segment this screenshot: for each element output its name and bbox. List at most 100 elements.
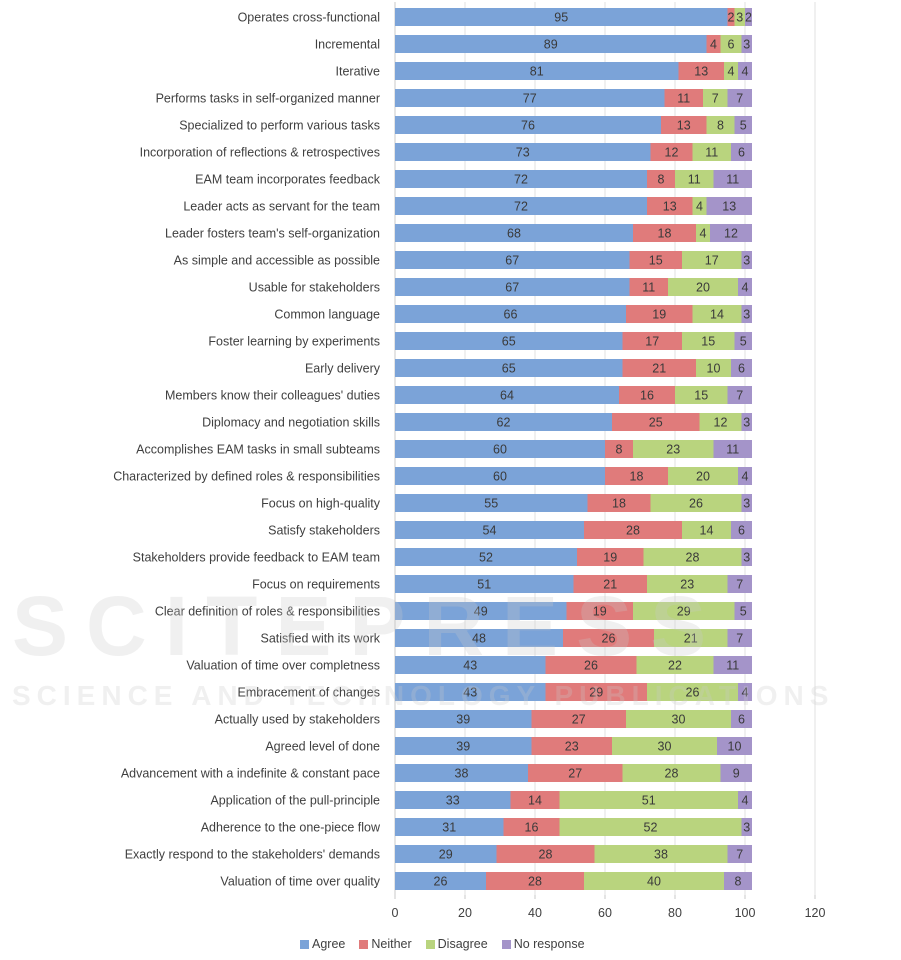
bar-segment-no-response bbox=[745, 8, 752, 26]
bar-segment-disagree bbox=[633, 602, 735, 620]
category-label: Focus on requirements bbox=[252, 578, 380, 592]
bar-segment-disagree bbox=[559, 791, 738, 809]
bar-segment-neither bbox=[605, 467, 668, 485]
bar-segment-agree bbox=[395, 305, 626, 323]
bar-segment-neither bbox=[587, 494, 651, 512]
category-label: Application of the pull-principle bbox=[210, 794, 380, 808]
bar-segment-agree bbox=[395, 683, 546, 701]
data-label: 76 bbox=[521, 119, 535, 133]
data-label: 28 bbox=[539, 848, 553, 862]
bar-segment-no-response bbox=[741, 251, 752, 269]
data-label: 72 bbox=[514, 200, 528, 214]
bar-segment-disagree bbox=[650, 494, 742, 512]
legend-label-disagree: Disagree bbox=[437, 937, 488, 951]
bar-segment-no-response bbox=[724, 872, 752, 890]
value-labels: 95 2 3 289 4 6 381 13 4 477 11 7 776 13 8 573 12 11 672 8 11… bbox=[434, 11, 752, 889]
data-label: 68 bbox=[507, 227, 521, 241]
data-label: 40 bbox=[647, 875, 661, 889]
data-label: 49 bbox=[474, 605, 488, 619]
bar-segment-no-response bbox=[717, 737, 752, 755]
bar-segment-agree bbox=[395, 413, 612, 431]
bar-segment-neither bbox=[531, 710, 626, 728]
x-tick-label: 0 bbox=[392, 906, 399, 920]
bar-segment-disagree bbox=[699, 413, 742, 431]
bar-segment-neither bbox=[678, 62, 724, 80]
data-label: 4 bbox=[742, 686, 749, 700]
bar-segment-agree bbox=[395, 737, 532, 755]
bar-segment-neither bbox=[647, 170, 675, 188]
bar-segment-neither bbox=[545, 683, 647, 701]
data-label: 31 bbox=[442, 821, 456, 835]
bar-segment-agree bbox=[395, 629, 563, 647]
category-labels: Operates cross-functional Incremental Iter… bbox=[113, 11, 381, 889]
data-label: 26 bbox=[689, 497, 703, 511]
data-label: 11 bbox=[642, 281, 655, 295]
legend-label-neither: Neither bbox=[371, 937, 412, 951]
data-label: 11 bbox=[705, 146, 718, 160]
bar-segment-neither bbox=[622, 332, 682, 350]
bar-segment-neither bbox=[619, 386, 675, 404]
category-label: Performs tasks in self-organized manner bbox=[156, 92, 380, 106]
bar-segment-neither bbox=[510, 791, 560, 809]
bar-segment-agree bbox=[395, 35, 707, 53]
bar-segment-disagree bbox=[636, 656, 714, 674]
data-label: 21 bbox=[603, 578, 617, 592]
bar-segment-no-response bbox=[727, 845, 752, 863]
data-label: 11 bbox=[726, 659, 739, 673]
data-label: 17 bbox=[705, 254, 719, 268]
data-label: 3 bbox=[743, 497, 750, 511]
bar-segment-agree bbox=[395, 764, 528, 782]
data-label: 81 bbox=[530, 65, 544, 79]
bar-segment-disagree bbox=[612, 737, 717, 755]
data-label: 18 bbox=[612, 497, 626, 511]
legend-item-neither: Neither bbox=[359, 937, 412, 951]
category-label: Leader acts as servant for the team bbox=[183, 200, 380, 214]
data-label: 16 bbox=[640, 389, 654, 403]
data-label: 13 bbox=[663, 200, 677, 214]
bar-segment-disagree bbox=[654, 629, 728, 647]
data-label: 13 bbox=[722, 200, 736, 214]
bar-segment-no-response bbox=[731, 359, 752, 377]
legend-item-agree: Agree bbox=[300, 937, 345, 951]
data-label: 11 bbox=[726, 443, 739, 457]
x-tick-label: 100 bbox=[735, 906, 756, 920]
data-label: 51 bbox=[642, 794, 656, 808]
bar-segment-no-response bbox=[713, 656, 752, 674]
bar-segment-no-response bbox=[727, 629, 752, 647]
category-label: Stakeholders provide feedback to EAM tea… bbox=[133, 551, 380, 565]
bar-segment-disagree bbox=[622, 764, 721, 782]
x-tick-label: 120 bbox=[805, 906, 826, 920]
data-label: 6 bbox=[728, 38, 735, 52]
data-label: 10 bbox=[728, 740, 742, 754]
category-label: Actually used by stakeholders bbox=[215, 713, 380, 727]
bar-segment-no-response bbox=[731, 710, 752, 728]
bar-segment-no-response bbox=[738, 467, 752, 485]
data-label: 23 bbox=[680, 578, 694, 592]
bar-segment-neither bbox=[584, 521, 682, 539]
data-label: 2 bbox=[728, 11, 735, 25]
data-label: 3 bbox=[743, 821, 750, 835]
data-label: 7 bbox=[736, 92, 743, 106]
bar-segment-disagree bbox=[647, 683, 738, 701]
bar-segment-no-response bbox=[731, 521, 752, 539]
x-axis-ticks: 0 20 40 60 80 100 120 bbox=[392, 895, 826, 920]
data-label: 60 bbox=[493, 470, 507, 484]
bar-segment-no-response bbox=[727, 89, 752, 107]
data-label: 20 bbox=[696, 470, 710, 484]
bar-segment-disagree bbox=[668, 278, 738, 296]
data-label: 16 bbox=[525, 821, 539, 835]
bar-segment-agree bbox=[395, 197, 647, 215]
data-label: 11 bbox=[688, 173, 701, 187]
category-label: Satisfied with its work bbox=[261, 632, 381, 646]
bar-segment-agree bbox=[395, 548, 577, 566]
data-label: 29 bbox=[589, 686, 603, 700]
x-tick-label: 60 bbox=[598, 906, 612, 920]
data-label: 26 bbox=[602, 632, 616, 646]
bar-segment-disagree bbox=[668, 467, 738, 485]
data-label: 12 bbox=[724, 227, 738, 241]
bar-segment-no-response bbox=[734, 116, 752, 134]
data-label: 55 bbox=[484, 497, 498, 511]
bar-segment-disagree bbox=[696, 359, 731, 377]
category-label: Valuation of time over completness bbox=[186, 659, 380, 673]
bar-segment-disagree bbox=[675, 386, 728, 404]
